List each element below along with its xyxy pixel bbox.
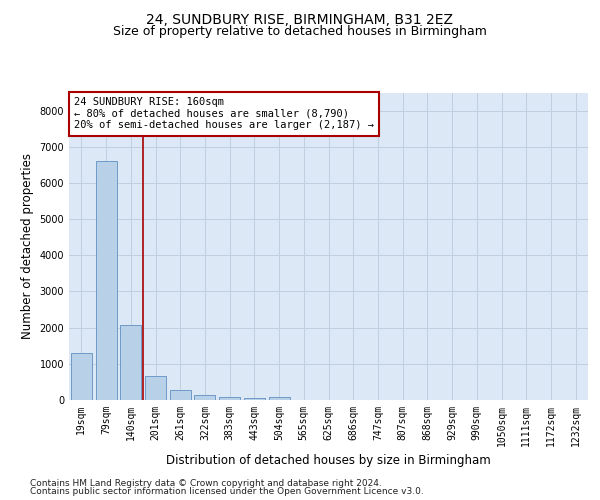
- Bar: [95, 161, 116, 400]
- Bar: [244, 398, 265, 400]
- Bar: [145, 376, 166, 400]
- X-axis label: Distribution of detached houses by size in Birmingham: Distribution of detached houses by size …: [166, 454, 491, 468]
- Text: Contains public sector information licensed under the Open Government Licence v3: Contains public sector information licen…: [30, 487, 424, 496]
- Bar: [219, 396, 240, 400]
- Text: Contains HM Land Registry data © Crown copyright and database right 2024.: Contains HM Land Registry data © Crown c…: [30, 478, 382, 488]
- Bar: [71, 352, 92, 400]
- Bar: [269, 396, 290, 400]
- Text: 24 SUNDBURY RISE: 160sqm
← 80% of detached houses are smaller (8,790)
20% of sem: 24 SUNDBURY RISE: 160sqm ← 80% of detach…: [74, 97, 374, 130]
- Y-axis label: Number of detached properties: Number of detached properties: [21, 153, 34, 339]
- Text: Size of property relative to detached houses in Birmingham: Size of property relative to detached ho…: [113, 25, 487, 38]
- Bar: [120, 325, 141, 400]
- Text: 24, SUNDBURY RISE, BIRMINGHAM, B31 2EZ: 24, SUNDBURY RISE, BIRMINGHAM, B31 2EZ: [146, 12, 454, 26]
- Bar: [170, 390, 191, 400]
- Bar: [194, 395, 215, 400]
